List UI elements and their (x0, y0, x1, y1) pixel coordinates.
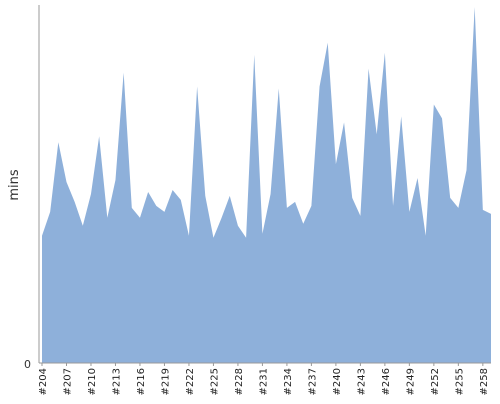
data-point: #230: 155 (252, 53, 256, 57)
data-point: #221: 82 (179, 198, 183, 202)
data-point: #206: 111 (56, 140, 60, 144)
x-tick-label: #228 (234, 368, 245, 395)
data-point: #204: 64 (40, 234, 44, 238)
x-tick-label: #204 (38, 368, 49, 395)
data-point: #256: 97 (465, 168, 469, 172)
data-point: #220: 87 (171, 188, 175, 192)
data-point: #218: 79 (154, 204, 158, 208)
data-point: #207: 91 (64, 180, 68, 184)
data-point: #237: 79 (309, 204, 313, 208)
x-tick-label: #240 (332, 368, 343, 395)
data-point: #228: 69 (236, 224, 240, 228)
data-point: #248: 124 (399, 114, 403, 118)
data-point: #222: 64 (187, 234, 191, 238)
data-point: #249: 76 (407, 210, 411, 214)
x-tick-label: #258 (479, 368, 490, 395)
x-tick-label: #213 (111, 368, 122, 395)
data-point: #226: 73 (220, 216, 224, 220)
data-point: #240: 100 (334, 162, 338, 166)
data-point: #254: 83 (448, 196, 452, 200)
data-point: #213: 92 (113, 178, 117, 182)
data-point: #209: 69 (81, 224, 85, 228)
x-tick-label: #246 (381, 368, 392, 395)
data-point: #255: 78 (456, 206, 460, 210)
x-tick-label: #207 (62, 368, 73, 395)
data-point: #233: 138 (277, 87, 281, 91)
data-point: #205: 76 (48, 210, 52, 214)
data-point: #217: 86 (146, 190, 150, 194)
data-point: #250: 93 (416, 176, 420, 180)
x-tick-label: #234 (283, 368, 294, 395)
data-point: #208: 81 (73, 200, 77, 204)
data-point: #236: 70 (301, 222, 305, 226)
data-point: #232: 85 (269, 192, 273, 196)
data-point: #216: 73 (138, 216, 142, 220)
data-point: #241: 121 (342, 120, 346, 124)
data-point: #231: 65 (260, 232, 264, 236)
data-point: #225: 63 (211, 236, 215, 240)
data-point: #212: 73 (105, 216, 109, 220)
x-tick-label: #222 (185, 368, 196, 395)
x-tick-labels: #204 #207 #210 #213 #216 #219 #222 #225 #228 #231… (38, 363, 490, 395)
data-point: #258: 77 (481, 208, 485, 212)
data-point: #251: 64 (424, 234, 428, 238)
data-point: #238: 139 (318, 85, 322, 89)
data-point: #235: 81 (293, 200, 297, 204)
y-axis-label: mins (7, 169, 22, 201)
x-tick-label: #249 (405, 368, 416, 395)
data-point: #224: 84 (203, 194, 207, 198)
data-point: #210: 85 (89, 192, 93, 196)
x-tick-label: #225 (209, 368, 220, 395)
x-tick-label: #243 (356, 368, 367, 395)
x-tick-label: #252 (430, 368, 441, 395)
data-point: #211: 114 (97, 134, 101, 138)
data-point: #244: 148 (367, 67, 371, 71)
data-point: #227: 84 (228, 194, 232, 198)
x-tick-label: #231 (258, 368, 269, 395)
x-tick-label: #210 (87, 368, 98, 395)
x-tick-label: #216 (136, 368, 147, 395)
data-point: #247: 79 (391, 204, 395, 208)
y-zero-tick-label: 0 (24, 358, 31, 371)
data-point: #253: 123 (440, 116, 444, 120)
data-point: #223: 139 (195, 85, 199, 89)
data-point: #219: 76 (162, 210, 166, 214)
x-tick-label: #219 (160, 368, 171, 395)
data-point: #215: 78 (130, 206, 134, 210)
plot-layer: #204: 64 #205: 76 #206: 111 #207: 91 #208: 8… (40, 5, 493, 364)
area-series (42, 6, 491, 364)
x-tick-label: #255 (454, 368, 465, 395)
data-point: #239: 161 (326, 41, 330, 45)
data-point: #257: 179 (473, 5, 477, 9)
x-tick-label: #237 (307, 368, 318, 395)
data-point: #242: 83 (350, 196, 354, 200)
data-point: #243: 74 (358, 214, 362, 218)
data-point: #229: 63 (244, 236, 248, 240)
data-point: #214: 146 (122, 71, 126, 75)
data-point: #246: 156 (383, 51, 387, 55)
data-point: #234: 78 (285, 206, 289, 210)
data-point: #259: 75 (489, 212, 493, 216)
data-point: #245: 115 (375, 132, 379, 136)
data-point: #252: 130 (432, 102, 436, 106)
